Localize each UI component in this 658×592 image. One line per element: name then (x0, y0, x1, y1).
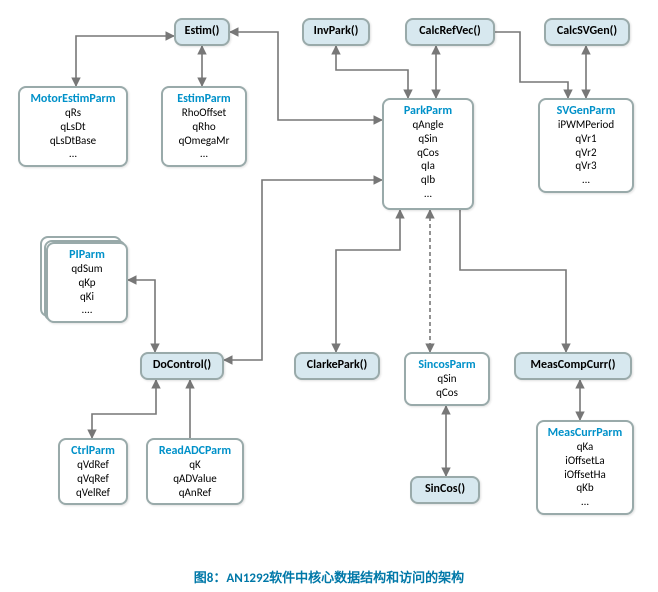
node-field: qKb (544, 481, 626, 495)
node-title: SincosParm (412, 358, 482, 372)
node-field: ... (546, 173, 626, 187)
node-field: qVqRef (66, 472, 120, 486)
node-field: iOffsetHa (544, 468, 626, 482)
node-field: qRho (169, 120, 239, 134)
node-clarkepark: ClarkePark() (294, 352, 380, 380)
node-title: CalcSVGen() (552, 24, 622, 38)
node-title: CalcRefVec() (413, 24, 487, 38)
node-field: iPWMPeriod (546, 118, 626, 132)
node-field: qADValue (154, 472, 236, 486)
node-title: MeasCompCurr() (522, 358, 624, 372)
node-field: qLsDt (26, 120, 120, 134)
node-ctrlparm: CtrlParmqVdRefqVqRefqVelRef (58, 438, 128, 505)
node-field: qLsDtBase (26, 134, 120, 148)
node-estim: Estim() (174, 18, 230, 46)
node-field: qRs (26, 106, 120, 120)
node-sincosparm: SincosParmqSinqCos (404, 352, 490, 406)
node-docontrol: DoControl() (140, 352, 224, 380)
node-title: ReadADCParm (154, 444, 236, 458)
edge-docontrol-ctrlparm (92, 380, 156, 438)
node-title: MotorEstimParm (26, 92, 120, 106)
edge-docontrol-parkparm (224, 180, 382, 360)
node-title: SinCos() (418, 482, 472, 496)
edge-invpark-parkparm (336, 46, 408, 98)
node-field: qK (154, 458, 236, 472)
node-piparm: PIParmqdSumqKpqKi.... (46, 242, 128, 323)
node-sincos: SinCos() (410, 476, 480, 504)
node-field: qAngle (390, 118, 466, 132)
node-estimparm: EstimParmRhoOffsetqRhoqOmegaMr... (161, 86, 247, 167)
edge-docontrol-piparm (128, 280, 155, 352)
node-field: ... (169, 147, 239, 161)
node-readadcparm: ReadADCParmqKqADValueqAnRef (146, 438, 244, 505)
node-field: qKa (544, 440, 626, 454)
node-field: qIb (390, 173, 466, 187)
node-field: qSin (412, 372, 482, 386)
node-title: DoControl() (148, 358, 216, 372)
node-title: InvPark() (310, 24, 362, 38)
node-field: qVelRef (66, 486, 120, 500)
node-field: ... (26, 147, 120, 161)
node-field: qOmegaMr (169, 134, 239, 148)
node-title: SVGenParm (546, 104, 626, 118)
node-title: ClarkePark() (302, 358, 372, 372)
edge-parkparm-meascompcurr (460, 210, 566, 352)
node-field: qdSum (54, 262, 120, 276)
figure-caption: 图8：AN1292软件中核心数据结构和访问的架构 (0, 567, 658, 586)
node-field: qVr3 (546, 159, 626, 173)
node-field: qCos (390, 146, 466, 160)
node-calcsvgen: CalcSVGen() (544, 18, 630, 46)
node-field: qVdRef (66, 458, 120, 472)
node-title: EstimParm (169, 92, 239, 106)
node-field: RhoOffset (169, 106, 239, 120)
diagram-canvas: Estim() InvPark() CalcRefVec() CalcSVGen() M… (0, 0, 658, 590)
node-svgenparm: SVGenParmiPWMPeriodqVr1qVr2qVr3... (538, 98, 634, 193)
node-field: qKi (54, 290, 120, 304)
node-title: PIParm (54, 248, 120, 262)
node-field: .... (54, 303, 120, 317)
node-meascurrparm: MeasCurrParmqKaiOffsetLaiOffsetHaqKb... (536, 420, 634, 515)
node-field: ... (390, 187, 466, 201)
node-title: Estim() (182, 24, 222, 38)
node-parkparm: ParkParmqAngleqSinqCosqIaqIb... (382, 98, 474, 210)
node-field: qVr1 (546, 132, 626, 146)
node-invpark: InvPark() (302, 18, 370, 46)
node-field: qAnRef (154, 486, 236, 500)
node-field: iOffsetLa (544, 454, 626, 468)
node-title: MeasCurrParm (544, 426, 626, 440)
node-field: qSin (390, 132, 466, 146)
node-field: qKp (54, 276, 120, 290)
node-meascompcurr: MeasCompCurr() (514, 352, 632, 380)
node-field: qVr2 (546, 146, 626, 160)
edge-clarkepark-parkparm (336, 210, 400, 352)
node-motorestimparm: MotorEstimParmqRsqLsDtqLsDtBase... (18, 86, 128, 167)
node-field: ... (544, 495, 626, 509)
edge-motorestimparm-estim (76, 36, 174, 86)
node-title: ParkParm (390, 104, 466, 118)
node-field: qIa (390, 159, 466, 173)
node-title: CtrlParm (66, 444, 120, 458)
node-calcrefvec: CalcRefVec() (405, 18, 495, 46)
node-field: qCos (412, 386, 482, 400)
